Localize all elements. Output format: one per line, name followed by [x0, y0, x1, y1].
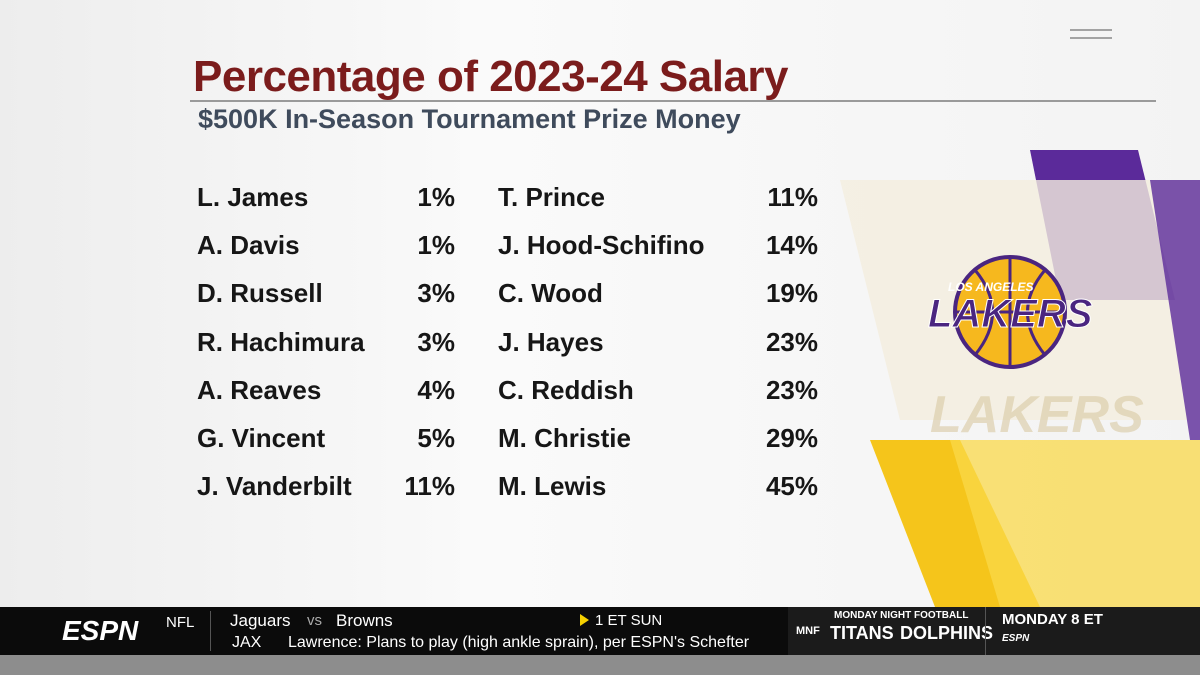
player-name: A. Reaves [197, 374, 322, 405]
promo-label: MONDAY NIGHT FOOTBALL [834, 610, 969, 621]
percentage: 5% [417, 423, 455, 453]
headline: Lawrence: Plans to play (high ankle spra… [288, 634, 750, 651]
subtitle: $500K In-Season Tournament Prize Money [198, 104, 741, 134]
player-name: D. Russell [197, 278, 323, 309]
promo-brand: ESPN [1002, 633, 1030, 644]
percentage: 45% [765, 471, 818, 502]
team1: Jaguars [230, 611, 291, 630]
logo-watermark: LAKERS [930, 386, 1144, 444]
percentage: 3% [417, 326, 455, 357]
player-name: L. James [197, 182, 309, 212]
percentage: 29% [765, 423, 818, 453]
abbr: JAX [232, 634, 262, 651]
player-name: J. Hayes [498, 326, 604, 357]
player-name: M. Lewis [498, 471, 607, 502]
player-name: A. Davis [197, 230, 300, 261]
percentage: 3% [417, 278, 455, 309]
percentage: 11% [404, 471, 455, 502]
player-name: C. Wood [498, 278, 603, 309]
percentage: 19% [765, 278, 818, 309]
decor [840, 29, 1200, 607]
percentage: 4% [417, 374, 455, 405]
purple-edge [1150, 180, 1200, 440]
ticker: ESPN NFL Jaguars vs Browns 1 ET SUN JAX … [0, 607, 1200, 655]
promo-team2: DOLPHINS [900, 623, 994, 643]
title: Percentage of 2023-24 Salary [193, 52, 789, 101]
logo-seams [955, 257, 1065, 367]
game-time: 1 ET SUN [595, 612, 663, 629]
player-name: T. Prince [498, 182, 605, 212]
player-name: M. Christie [498, 423, 631, 453]
divider [210, 611, 211, 651]
team2: Browns [336, 611, 393, 630]
percentage: 23% [765, 374, 818, 405]
yellow-panel [950, 440, 1200, 607]
promo-time: MONDAY 8 ET [1002, 611, 1103, 628]
promo-badge: MNF [796, 625, 820, 637]
percentage: 11% [767, 182, 818, 212]
percentage: 1% [417, 230, 455, 261]
percentage: 14% [765, 230, 818, 261]
player-name: G. Vincent [197, 423, 326, 453]
logo-top: LOS ANGELES [948, 280, 1034, 294]
player-name: J. Vanderbilt [197, 471, 352, 502]
promo-team1: TITANS [830, 623, 894, 643]
network: ESPN [62, 615, 139, 646]
player-name: C. Reddish [498, 374, 634, 405]
divider [985, 607, 986, 655]
percentage: 1% [417, 182, 455, 212]
player-name: J. Hood-Schifino [498, 230, 705, 261]
title-rule [190, 100, 1156, 102]
vs: vs [307, 612, 322, 629]
league: NFL [166, 614, 195, 631]
play-icon [580, 614, 589, 626]
player-name: R. Hachimura [197, 326, 365, 357]
promo: MNF MONDAY NIGHT FOOTBALL TITANS DOLPHIN… [788, 607, 1200, 655]
footer-bar [0, 655, 1200, 675]
logo-main: LAKERS [927, 292, 1093, 337]
percentage: 23% [765, 326, 818, 357]
